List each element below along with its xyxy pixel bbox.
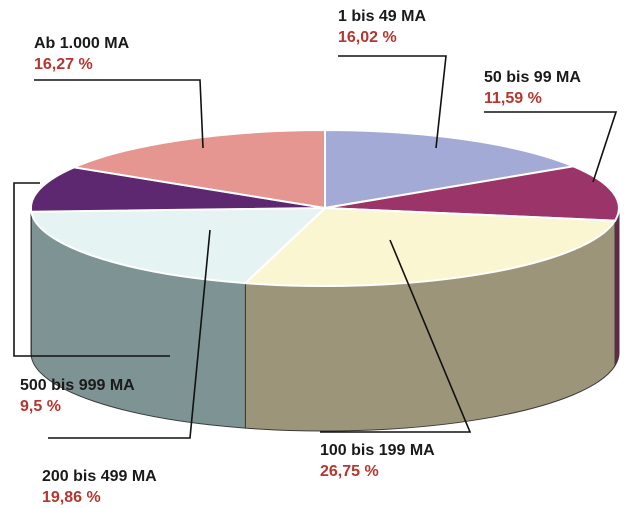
leader-line-3	[48, 229, 211, 439]
pie-tops	[29, 128, 620, 287]
slice-1-name: 50 bis 99 MA	[484, 69, 581, 86]
leader-lines	[13, 55, 618, 439]
pie-slice-4	[29, 166, 326, 213]
slice-0-value: 16,02 %	[338, 29, 397, 46]
slice-2-value: 26,75 %	[320, 463, 379, 480]
leader-line-5	[34, 79, 204, 149]
label-slice-1: 50 bis 99 MA 11,59 %	[484, 67, 581, 109]
leader-line-0	[338, 55, 447, 149]
slice-2-name: 100 bis 199 MA	[320, 442, 435, 459]
pie-side-1	[614, 207, 620, 368]
pie-slice-5	[70, 128, 326, 210]
slice-1-value: 11,59 %	[484, 90, 542, 107]
label-slice-0: 1 bis 49 MA 16,02 %	[338, 6, 426, 48]
slice-5-name: Ab 1.000 MA	[34, 35, 130, 52]
slice-5-value: 16,27 %	[34, 56, 93, 73]
label-slice-5: Ab 1.000 MA 16,27 %	[34, 33, 129, 75]
label-slice-4: 500 bis 999 MA 9,5 %	[20, 375, 135, 417]
leader-line-4	[13, 182, 170, 357]
pie-slice-0	[324, 128, 577, 210]
slice-3-name: 200 bis 499 MA	[42, 468, 157, 485]
slice-3-value: 19,86 %	[42, 489, 101, 506]
pie-sides	[30, 207, 620, 432]
pie-slice-2	[243, 206, 617, 287]
label-slice-2: 100 bis 199 MA 26,75 %	[320, 440, 435, 482]
slice-0-name: 1 bis 49 MA	[338, 8, 427, 25]
slice-4-value: 9,5 %	[20, 398, 61, 415]
label-slice-3: 200 bis 499 MA 19,86 %	[42, 466, 157, 508]
leader-line-2	[320, 239, 472, 433]
leader-line-1	[484, 111, 618, 183]
pie-slice-1	[324, 165, 620, 222]
slice-4-name: 500 bis 999 MA	[20, 377, 135, 394]
